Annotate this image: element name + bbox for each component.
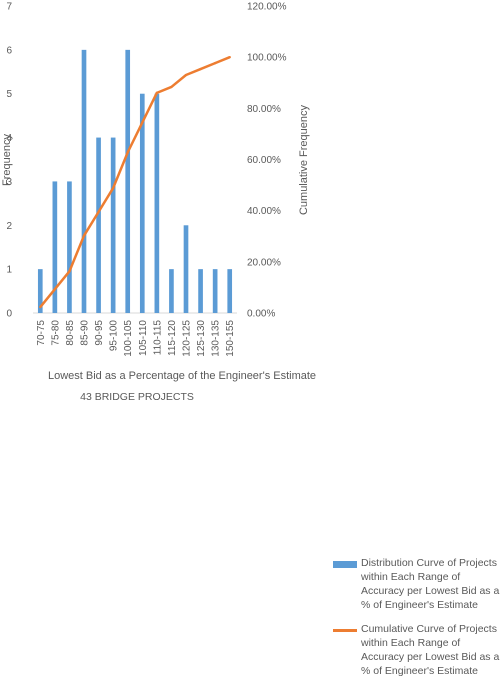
cumulative-point <box>213 61 217 65</box>
y-right-tick-label: 20.00% <box>247 257 281 268</box>
cumulative-point <box>199 67 202 71</box>
x-tick-label: 125-130 <box>196 320 207 357</box>
y-left-tick-label: 3 <box>6 177 12 188</box>
cumulative-point <box>53 288 57 291</box>
x-tick-label: 75-80 <box>50 320 61 346</box>
bar <box>198 269 203 313</box>
bar <box>125 49 131 313</box>
y-right-tick-label: 120.00% <box>247 2 287 13</box>
bar <box>139 93 145 313</box>
cumulative-point <box>68 270 71 273</box>
bar <box>227 269 233 313</box>
x-tick-label: 90-95 <box>94 320 105 346</box>
x-tick-label: 120-125 <box>182 320 193 357</box>
y-left-tick-label: 1 <box>6 265 12 276</box>
bar <box>52 181 58 313</box>
cumulative-point <box>111 186 115 190</box>
cumulative-point <box>170 85 173 89</box>
cumulative-point <box>141 121 144 124</box>
cumulative-point <box>97 210 100 214</box>
legend-label-cumulative: Cumulative Curve of Projects within Each… <box>361 623 500 677</box>
x-tick-label: 100-105 <box>123 320 134 357</box>
x-tick-label: 95-100 <box>109 320 120 352</box>
y-left-tick-label: 0 <box>6 309 12 320</box>
y-left-tick-label: 4 <box>6 133 12 144</box>
chart-plot: 0 1 2 3 4 5 6 7 0.00% 20.00% 40.00% 60.00% 80.00% 100… <box>1 2 316 404</box>
x-tick-label: 80-85 <box>65 320 76 346</box>
bar <box>169 269 174 313</box>
cumulative-point <box>126 151 129 154</box>
bar <box>81 49 87 313</box>
bar <box>96 137 101 313</box>
cumulative-point <box>184 73 188 77</box>
y-left-tick-label: 6 <box>6 45 12 56</box>
y-right-tick-label: 80.00% <box>247 104 281 115</box>
bar <box>110 137 116 313</box>
x-tick-label: 130-135 <box>211 320 222 357</box>
cumulative-point <box>155 91 159 95</box>
cumulative-point <box>82 234 86 237</box>
y-right-axis-title: Cumulative Frequency <box>298 104 310 215</box>
legend-label-distribution: Distribution Curve of Projects within Ea… <box>361 557 500 611</box>
bar <box>183 225 189 313</box>
y-right-tick-label: 40.00% <box>247 206 281 217</box>
cumulative-line <box>39 56 231 308</box>
x-tick-label: 150-155 <box>225 320 236 357</box>
x-tick-label: 70-75 <box>36 320 47 346</box>
chart-subtitle: 43 BRIDGE PROJECTS <box>80 391 194 403</box>
y-left-tick-label: 2 <box>6 221 12 232</box>
bar <box>37 269 43 313</box>
legend-swatch-bar <box>333 561 357 568</box>
x-tick-label: 110-115 <box>152 320 163 356</box>
y-left-tick-label: 5 <box>6 89 12 100</box>
x-axis-title: Lowest Bid as a Percentage of the Engine… <box>48 370 316 382</box>
x-tick-label: 115-120 <box>167 320 178 356</box>
legend-swatch-line <box>333 629 357 632</box>
cumulative-point <box>228 55 231 59</box>
bar <box>154 93 160 313</box>
y-left-tick-label: 7 <box>6 2 12 13</box>
y-left-axis-title: Frequency <box>1 134 13 186</box>
y-right-tick-label: 60.00% <box>247 155 281 166</box>
x-tick-label: 85-90 <box>80 320 91 346</box>
bar <box>67 181 72 313</box>
x-tick-label: 105-110 <box>138 320 149 356</box>
cumulative-point <box>39 305 42 309</box>
y-right-tick-label: 0.00% <box>247 309 275 320</box>
y-right-tick-label: 100.00% <box>247 53 287 64</box>
bar <box>212 269 218 313</box>
